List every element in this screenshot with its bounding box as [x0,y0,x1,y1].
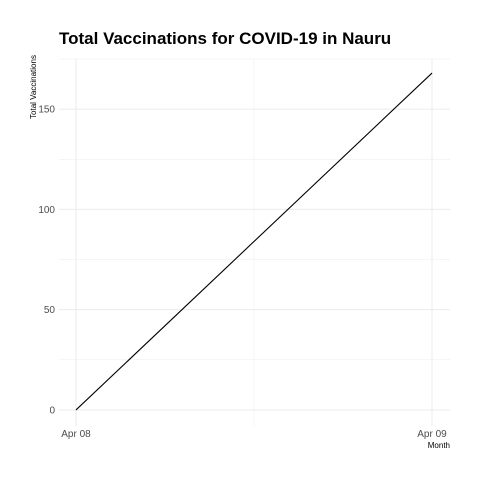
y-tick-label: 100 [38,205,55,216]
chart-title: Total Vaccinations for COVID-19 in Nauru [59,29,391,48]
x-tick-label: Apr 08 [61,429,91,440]
y-tick-label: 150 [38,105,55,116]
y-tick-label: 0 [49,405,55,416]
x-tick-label: Apr 09 [417,429,447,440]
y-tick-label: 50 [44,305,56,316]
y-axis-label: Total Vaccinations [29,55,38,119]
x-axis-label: Month [428,441,450,450]
y-axis-ticks: 0 50 100 150 [38,105,55,417]
x-axis-ticks: Apr 08 Apr 09 [61,429,447,440]
